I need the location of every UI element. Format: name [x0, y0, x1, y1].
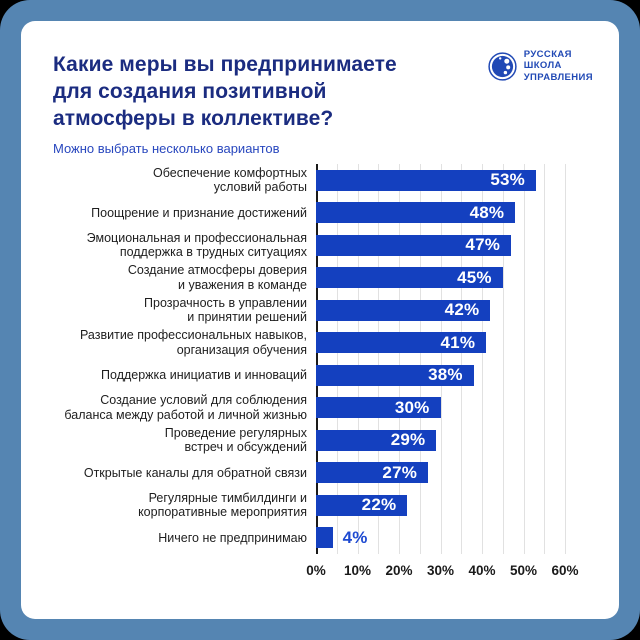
- bar: 38%: [316, 364, 474, 386]
- bar-value-label: 38%: [428, 365, 463, 385]
- x-tick-label: 60%: [551, 563, 579, 578]
- bar-track: 45%: [316, 267, 565, 289]
- bar: 41%: [316, 332, 487, 354]
- bar-value-label: 29%: [390, 430, 426, 450]
- bar-track: 29%: [316, 429, 565, 451]
- x-tick-label: 40%: [468, 563, 496, 578]
- gridline: [461, 164, 463, 554]
- gridline: [502, 164, 504, 554]
- bar-value-label: 42%: [444, 300, 480, 320]
- x-tick-label: 50%: [509, 563, 538, 578]
- bar-track: 41%: [316, 332, 565, 354]
- bar: 29%: [316, 429, 437, 451]
- chart-rows: Обеспечение комфортных условий работы 53%…: [21, 164, 619, 554]
- bar-row: Развитие профессиональных навыков, орган…: [21, 327, 619, 360]
- bar-track: 42%: [316, 299, 565, 321]
- bar-row: Поощрение и признание достижений 48%: [21, 197, 619, 230]
- bar-track: 53%: [316, 169, 565, 191]
- bar: 45%: [316, 267, 503, 289]
- bar-value-label: 4%: [342, 527, 368, 547]
- bar: 47%: [316, 234, 512, 256]
- bar-row: Эмоциональная и профессиональная поддерж…: [21, 229, 619, 262]
- x-tick-label: 20%: [385, 563, 413, 578]
- gridline: [523, 164, 525, 554]
- bar-value-label: 53%: [490, 170, 525, 190]
- globe-icon: [488, 51, 517, 81]
- category-label: Регулярные тимбилдинги и корпоративные м…: [138, 490, 307, 520]
- category-label: Эмоциональная и профессиональная поддерж…: [86, 230, 307, 260]
- bar-track: 38%: [316, 364, 565, 386]
- x-tick-label: 10%: [343, 563, 372, 578]
- logo: РУССКАЯ ШКОЛА УПРАВЛЕНИЯ: [488, 49, 593, 83]
- bar-value-label: 45%: [457, 267, 492, 287]
- logo-text: РУССКАЯ ШКОЛА УПРАВЛЕНИЯ: [523, 49, 593, 83]
- bar-track: 47%: [316, 234, 565, 256]
- gridline: [544, 164, 546, 554]
- category-label: Создание условий для соблюдения баланса …: [64, 393, 307, 422]
- bar-track: 30%: [316, 397, 565, 419]
- bar-row: Поддержка инициатив и инноваций 38%: [21, 359, 619, 392]
- bar-row: Регулярные тимбилдинги и корпоративные м…: [21, 489, 619, 522]
- category-label: Создание атмосферы доверия и уважения в …: [127, 263, 307, 292]
- bar: 27%: [316, 462, 429, 484]
- bar-track: 22%: [316, 494, 565, 516]
- bar-value-label: 47%: [465, 235, 501, 255]
- x-axis-ticks: 0% 10% 20% 30% 40% 50% 60%: [306, 563, 578, 583]
- gridline: [399, 164, 400, 554]
- category-label: Ничего не предпринимаю: [158, 530, 307, 545]
- bar-row: Прозрачность в управлении и принятии реш…: [21, 294, 619, 327]
- gridline: [440, 164, 442, 554]
- gridline: [482, 164, 483, 554]
- bar-value-label: 41%: [440, 332, 476, 352]
- gridline: [565, 164, 566, 554]
- bar-row: Проведение регулярных встреч и обсуждени…: [21, 424, 619, 457]
- category-label: Развитие профессиональных навыков, орган…: [80, 328, 307, 357]
- category-label: Поощрение и признание достижений: [91, 205, 307, 220]
- category-label: Проведение регулярных встреч и обсуждени…: [164, 425, 307, 455]
- bar-row: Открытые каналы для обратной связи 27%: [21, 457, 619, 490]
- infographic-card: Какие меры вы предпринимаете для создани…: [21, 21, 619, 619]
- bar-track: 48%: [316, 202, 565, 224]
- category-label: Поддержка инициатив и инноваций: [101, 368, 307, 382]
- bar-value-label: 48%: [469, 202, 505, 222]
- bar: 42%: [316, 299, 491, 321]
- bar-track: 4%: [316, 527, 565, 549]
- bar: 22%: [316, 494, 408, 516]
- bar-value-label: 22%: [361, 495, 397, 515]
- x-tick-label: 0%: [306, 563, 326, 578]
- category-label: Открытые каналы для обратной связи: [83, 465, 307, 480]
- bar: 30%: [316, 397, 441, 419]
- x-tick-label: 30%: [426, 563, 455, 578]
- category-label: Обеспечение комфортных условий работы: [153, 165, 307, 195]
- bar-row: Ничего не предпринимаю 4%: [21, 522, 619, 555]
- bar-track: 27%: [316, 462, 565, 484]
- gridline: [336, 164, 338, 554]
- bar-row: Создание атмосферы доверия и уважения в …: [21, 262, 619, 295]
- x-axis-line: [316, 164, 318, 554]
- bar: [316, 527, 333, 549]
- bar: 48%: [316, 202, 516, 224]
- page-subtitle: Можно выбрать несколько вариантов: [53, 141, 280, 156]
- page-title: Какие меры вы предпринимаете для создани…: [53, 53, 397, 130]
- bar-chart: Обеспечение комфортных условий работы 53%…: [21, 164, 619, 583]
- gridline: [419, 164, 421, 554]
- gridline: [378, 164, 380, 554]
- bar-row: Создание условий для соблюдения баланса …: [21, 392, 619, 425]
- category-label: Прозрачность в управлении и принятии реш…: [144, 295, 307, 325]
- gridline: [357, 164, 359, 554]
- bar-value-label: 30%: [394, 397, 430, 417]
- bar-row: Обеспечение комфортных условий работы 53%: [21, 164, 619, 197]
- bar-value-label: 27%: [382, 462, 418, 482]
- plot-gridlines: [316, 164, 566, 554]
- bar: 53%: [316, 169, 536, 191]
- header: Какие меры вы предпринимаете для создани…: [21, 21, 619, 156]
